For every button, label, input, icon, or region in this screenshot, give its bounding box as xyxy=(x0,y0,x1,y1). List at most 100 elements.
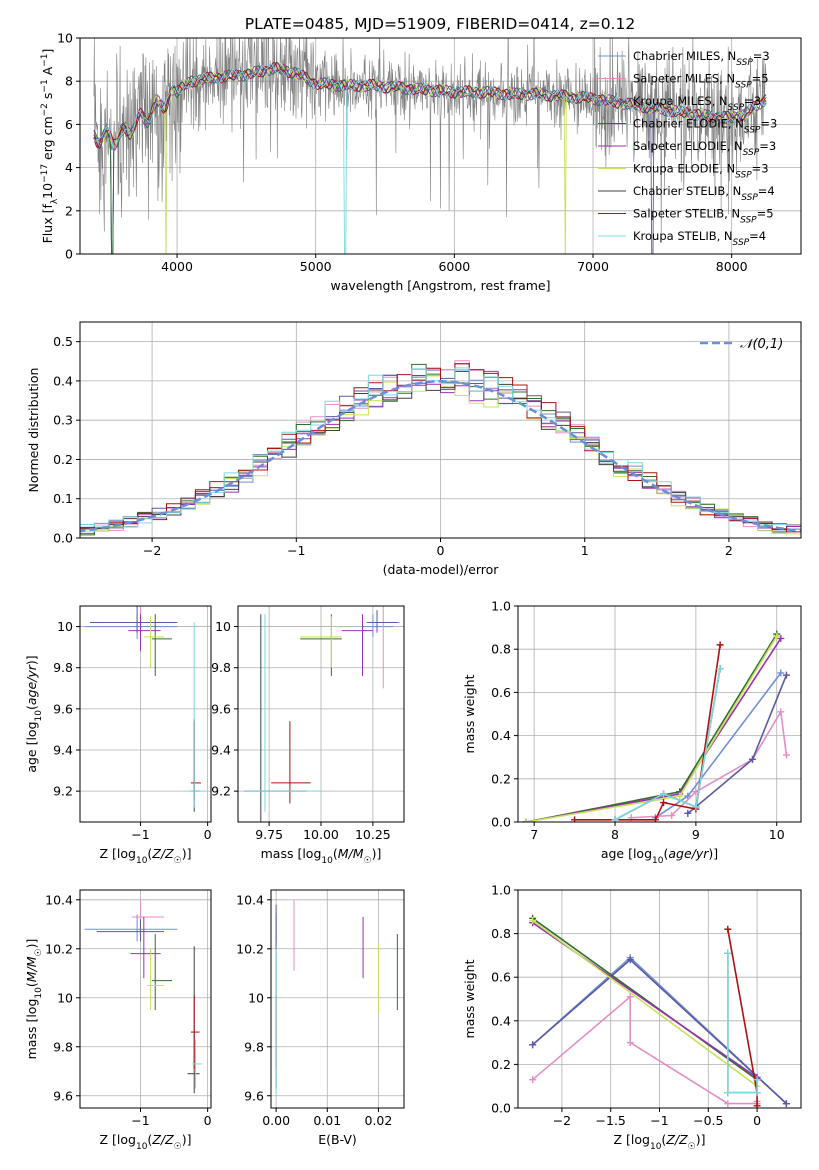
spectrum-legend: Chabrier MILES, NSSP=3 Salpeter MILES, NS… xyxy=(598,49,777,248)
mw_vs_age-ytick-label: 0.4 xyxy=(491,728,511,743)
mw_vs_age-marker-1 xyxy=(668,812,676,820)
mass_vs_ebv-xtick-label: 0.00 xyxy=(262,1113,290,1128)
mw_vs_age-marker-8 xyxy=(611,816,619,822)
age_vs_mass-ytick-label: 9.2 xyxy=(211,784,231,799)
mw_vs_Z-marker-8 xyxy=(724,1089,732,1097)
mw_vs_age-marker-2 xyxy=(782,671,790,679)
spectrum-ytick-label: 10 xyxy=(57,31,73,46)
mw_vs_Z-marker-1 xyxy=(724,1100,732,1108)
mw_vs_Z-xtick-label: −0.5 xyxy=(693,1113,723,1128)
age_vs_mass-xtick-label: 10.00 xyxy=(303,827,339,842)
residuals-xtick-label: −2 xyxy=(143,543,161,558)
spectrum-ytick-label: 8 xyxy=(65,74,73,89)
mw_vs_Z-ytick-label: 0.2 xyxy=(491,1057,511,1072)
spectrum-model-line-5 xyxy=(93,62,767,254)
mass_vs_ebv-ytick-label: 9.8 xyxy=(244,1039,264,1054)
mass_vs_ebv-xtick-label: 0.02 xyxy=(365,1113,393,1128)
panel-mass-vs-Z: −1 0 9.6 9.8 10 10.2 10.4 Z [log10(Z/Z☉)] mass [… xyxy=(24,889,212,1152)
panel-mass-vs-ebv: 0.00 0.01 0.02 9.6 9.8 10 10.2 10.4 E(B-V) xyxy=(236,889,405,1147)
mass_vs_Z-ytick-label: 10 xyxy=(57,990,73,1005)
mw_vs_age-marker-8 xyxy=(692,803,700,811)
mw_vs_Z-marker-8 xyxy=(753,1076,761,1084)
legend-label-4: Salpeter ELODIE, NSSP=3 xyxy=(633,139,776,158)
age_vs_Z-xtick-label: −1 xyxy=(131,827,149,842)
age_vs_mass-ytick-label: 10 xyxy=(215,619,231,634)
mass_vs_Z-xtick-label: −1 xyxy=(131,1113,149,1128)
mass_vs_ebv-ytick-label: 9.6 xyxy=(244,1088,264,1103)
mw_vs_Z-line-5 xyxy=(532,919,758,1087)
mw_vs_age-marker-2 xyxy=(684,809,692,817)
mw_vs_Z-xtick-label: −2 xyxy=(553,1113,571,1128)
mw_vs_Z-marker-7 xyxy=(753,1102,761,1108)
mw_vs_age-marker-7 xyxy=(660,799,668,807)
age_vs_mass-ytick-label: 9.6 xyxy=(211,701,231,716)
panel-spectrum: Chabrier MILES, NSSP=3 Salpeter MILES, NS… xyxy=(40,31,802,293)
mw_vs_age-xtick-label: 7 xyxy=(530,827,538,842)
mass_vs_Z-ylabel: mass [log10(M/M☉)] xyxy=(24,939,44,1060)
spectrum-ytick-label: 4 xyxy=(65,160,73,175)
age_vs_Z-frame xyxy=(79,605,212,823)
mw_vs_Z-marker-2 xyxy=(529,1041,537,1049)
mass_vs_ebv-ytick-label: 10.2 xyxy=(236,941,264,956)
mw_vs_Z-ytick-label: 0.6 xyxy=(491,970,511,985)
mw_vs_age-marker-1 xyxy=(782,751,790,759)
residuals-grid xyxy=(80,322,801,539)
age_vs_mass-xlabel: mass [log10(M/M☉)] xyxy=(261,846,382,866)
residuals-ytick-label: 0.0 xyxy=(53,531,73,546)
mw_vs_Z-line-7 xyxy=(727,929,758,1106)
mw_vs_Z-plot xyxy=(529,914,790,1108)
mw_vs_Z-xlabel: Z [log10(Z/Z☉)] xyxy=(614,1132,706,1152)
mw_vs_Z-ytick-label: 0.4 xyxy=(491,1013,511,1028)
legend-label-6: Chabrier STELIB, NSSP=4 xyxy=(633,184,775,203)
mass_vs_Z-grid xyxy=(80,890,211,1108)
mw_vs_age-ytick-label: 0.0 xyxy=(491,815,511,830)
mass_vs_Z-ytick-label: 10.4 xyxy=(45,892,73,907)
spectrum-frame xyxy=(79,37,802,255)
residuals-ytick-label: 0.4 xyxy=(53,373,73,388)
age_vs_Z-grid xyxy=(80,606,211,822)
age_vs_Z-ytick-label: 9.4 xyxy=(53,743,73,758)
mw_vs_age-marker-5 xyxy=(522,818,530,822)
mw_vs_age-line-8 xyxy=(614,668,721,821)
mw_vs_Z-marker-5 xyxy=(529,917,537,925)
legend-label-5: Kroupa ELODIE, NSSP=3 xyxy=(633,162,769,181)
age_vs_Z-ytick-label: 9.2 xyxy=(53,784,73,799)
mass_vs_Z-ytick-label: 10.2 xyxy=(45,941,73,956)
mw_vs_age-ytick-label: 0.2 xyxy=(491,771,511,786)
mass_vs_Z-xtick-label: 0 xyxy=(204,1113,212,1128)
mw_vs_Z-line-3 xyxy=(532,917,758,1081)
mass_vs_Z-ytick-label: 9.8 xyxy=(53,1039,73,1054)
age_vs_mass-xtick-label: 9.75 xyxy=(255,827,283,842)
mass_vs_Z-xlabel: Z [log10(Z/Z☉)] xyxy=(100,1132,192,1152)
mw_vs_Z-xtick-label: −1.5 xyxy=(596,1113,626,1128)
mw_vs_Z-ytick-label: 1.0 xyxy=(491,883,511,898)
panel-age-vs-Z: −1 0 9.2 9.4 9.6 9.8 10 Z [log10(Z/Z☉)] age [log… xyxy=(24,605,212,866)
mw_vs_age-marker-7 xyxy=(716,641,724,649)
mw_vs_age-ytick-label: 0.6 xyxy=(491,685,511,700)
age_vs_Z-ytick-label: 10 xyxy=(57,619,73,634)
residuals-xtick-label: 0 xyxy=(437,543,445,558)
spectrum-xtick-label: 7000 xyxy=(577,259,609,274)
mass_vs_ebv-xlabel: E(B-V) xyxy=(318,1132,357,1147)
mw_vs_Z-marker-8 xyxy=(753,1089,761,1097)
mw_vs_age-xtick-label: 10 xyxy=(769,827,785,842)
residuals-plot xyxy=(80,360,801,536)
spectrum-ytick-label: 0 xyxy=(65,247,73,262)
spectrum-plot xyxy=(93,38,767,254)
mw_vs_Z-line-1 xyxy=(532,995,758,1105)
mw_vs_Z-marker-1 xyxy=(626,1039,634,1047)
panel-age-vs-mass: 9.75 10.00 10.25 9.2 9.4 9.6 9.8 10 mass [log10(… xyxy=(211,605,405,866)
mw_vs_Z-line-8 xyxy=(727,953,758,1094)
mw_vs_age-marker-0 xyxy=(684,792,692,800)
mass_vs_ebv-xtick-label: 0.01 xyxy=(313,1113,341,1128)
residuals-ytick-label: 0.5 xyxy=(53,334,73,349)
mass_vs_ebv-ytick-label: 10.4 xyxy=(236,892,264,907)
mw_vs_age-grid xyxy=(518,605,801,823)
legend-label-8: Kroupa STELIB, NSSP=4 xyxy=(633,229,766,248)
mw_vs_age-marker-7 xyxy=(571,816,579,822)
panel-massweight-vs-age: 7 8 9 10 0.0 0.2 0.4 0.6 0.8 1.0 age [log10(age/yr… xyxy=(462,599,802,866)
mass_vs_ebv-frame xyxy=(270,889,405,1109)
residuals-xlabel: (data-model)/error xyxy=(383,562,500,577)
mw_vs_age-line-4 xyxy=(525,637,782,822)
normal-reference-curve xyxy=(80,380,801,533)
